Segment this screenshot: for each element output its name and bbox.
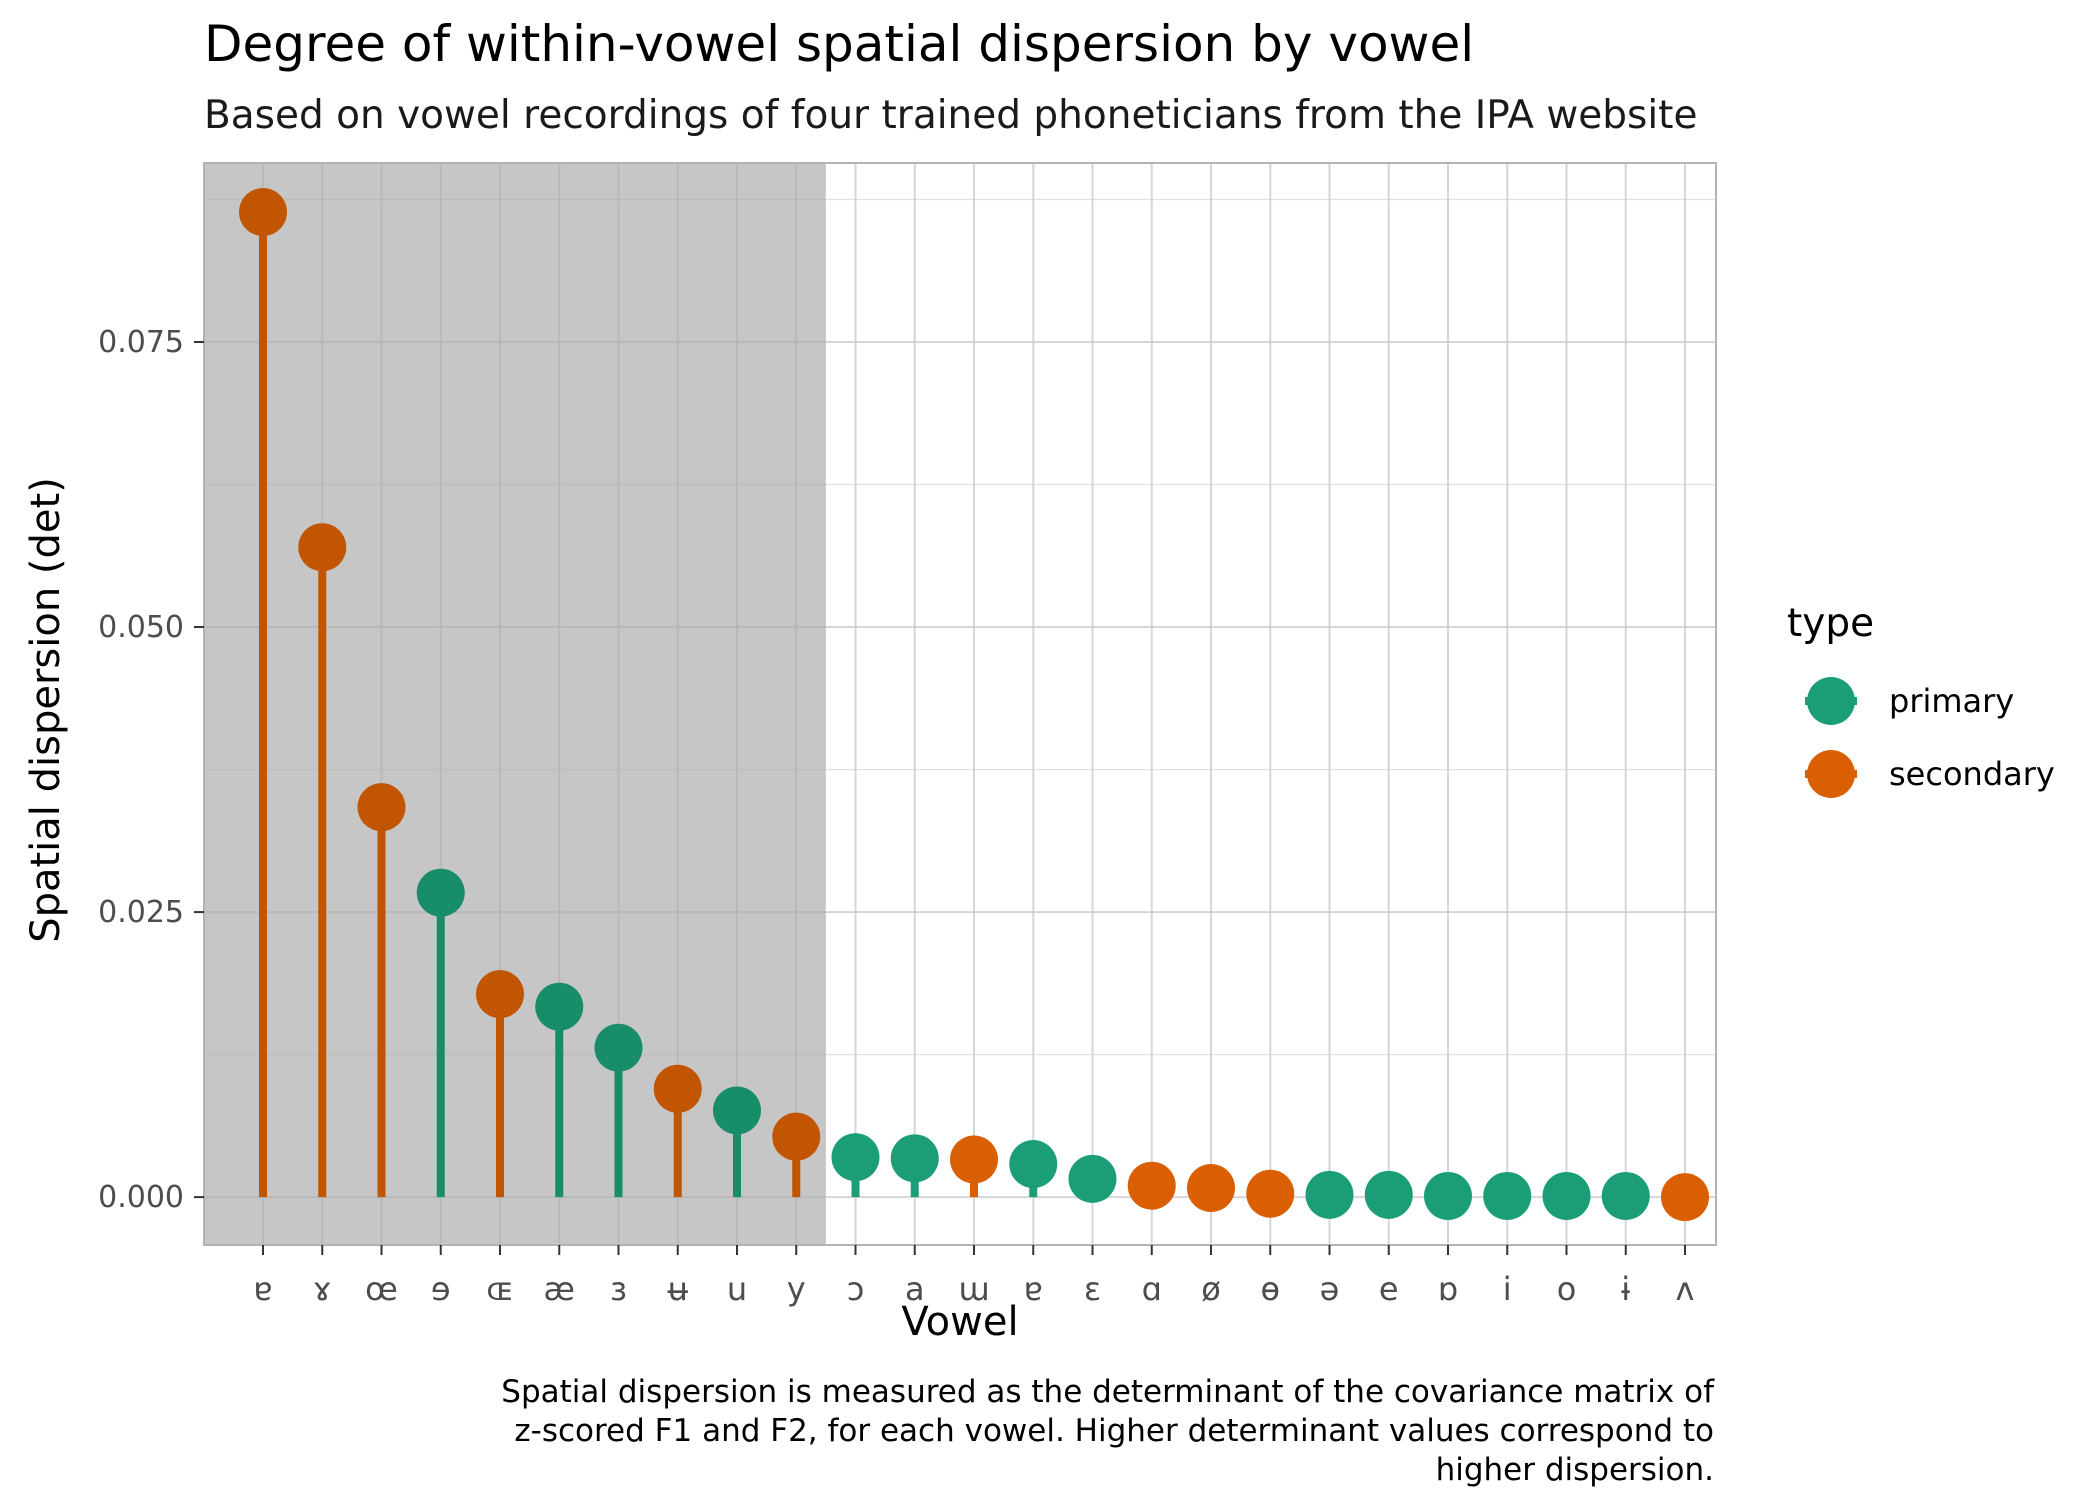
data-point [594, 1023, 643, 1072]
x-tick-label: ø [1201, 1270, 1221, 1308]
x-tick-label: y [787, 1270, 806, 1308]
x-tick-label: ʉ [668, 1270, 689, 1308]
x-tick-label: o [1557, 1270, 1577, 1308]
data-point [298, 523, 347, 572]
data-point [831, 1133, 880, 1182]
data-point [1364, 1170, 1413, 1219]
x-tick-label: æ [544, 1270, 575, 1308]
data-point [239, 188, 287, 237]
x-tick-label: ɯ [958, 1270, 989, 1308]
y-tick-label: 0.025 [98, 895, 184, 930]
x-tick-label: ə [1320, 1270, 1340, 1308]
caption-line-3: higher dispersion. [1436, 1452, 1714, 1488]
x-tick-label: ɒ [1438, 1270, 1458, 1308]
data-point [772, 1112, 821, 1161]
x-tick-label: ɨ [1621, 1270, 1630, 1308]
x-tick-label: a [905, 1270, 925, 1308]
x-tick-label: ɛ [1084, 1270, 1101, 1308]
x-tick-label: ɶ [486, 1270, 513, 1308]
highlight-overlay [204, 163, 826, 1245]
x-tick-label: ɑ [1142, 1270, 1162, 1308]
caption-line-2: z-scored F1 and F2, for each vowel. High… [514, 1413, 1714, 1449]
legend-key-point [1807, 750, 1855, 798]
legend-label: secondary [1889, 755, 2055, 793]
x-tick-label: ɜ [610, 1270, 627, 1308]
data-point [1246, 1169, 1295, 1218]
legend-key-point [1807, 677, 1855, 725]
x-tick-label: ɵ [1260, 1270, 1280, 1308]
data-point [476, 970, 524, 1019]
y-tick-label: 0.050 [98, 610, 184, 645]
data-point [535, 982, 584, 1031]
x-tick-label: u [727, 1270, 747, 1308]
data-point [653, 1064, 702, 1113]
x-axis-title: Vowel [901, 1299, 1018, 1345]
x-tick-label: e [1379, 1270, 1399, 1308]
y-tick-label: 0.000 [98, 1180, 184, 1215]
chart-title: Degree of within-vowel spatial dispersio… [204, 15, 1474, 73]
highlight-band [204, 163, 826, 1245]
x-tick-label: i [1503, 1270, 1512, 1308]
x-tick-label: ɐ [253, 1270, 272, 1308]
chart-subtitle: Based on vowel recordings of four traine… [204, 93, 1697, 138]
data-point [1601, 1171, 1650, 1220]
data-point [713, 1086, 761, 1135]
data-point [1187, 1163, 1235, 1212]
data-point [1542, 1171, 1591, 1220]
panel-border [203, 162, 1717, 1246]
x-tick-label: ɤ [313, 1270, 332, 1308]
data-point [1068, 1154, 1117, 1203]
legend-title: type [1787, 601, 1874, 646]
data-point [1483, 1171, 1532, 1220]
x-tick-label: œ [365, 1270, 398, 1308]
data-point [1661, 1173, 1709, 1222]
caption: Spatial dispersion is measured as the de… [501, 1374, 1715, 1488]
legend-label: primary [1889, 682, 2014, 720]
x-tick-label: ɔ [847, 1270, 865, 1308]
caption-line-1: Spatial dispersion is measured as the de… [501, 1374, 1715, 1410]
data-point [1305, 1170, 1354, 1219]
x-tick-label: ɘ [431, 1270, 451, 1308]
data-point [950, 1135, 998, 1184]
y-tick-label: 0.075 [98, 325, 184, 360]
y-axis-title: Spatial dispersion (det) [23, 477, 69, 943]
data-point [1424, 1171, 1472, 1220]
data-point [357, 783, 406, 832]
data-point [1009, 1140, 1058, 1189]
x-tick-label: ɐ [1024, 1270, 1043, 1308]
data-point [1127, 1161, 1176, 1210]
x-tick-label: ʌ [1676, 1270, 1695, 1308]
data-point [416, 868, 465, 917]
data-point [890, 1134, 939, 1183]
